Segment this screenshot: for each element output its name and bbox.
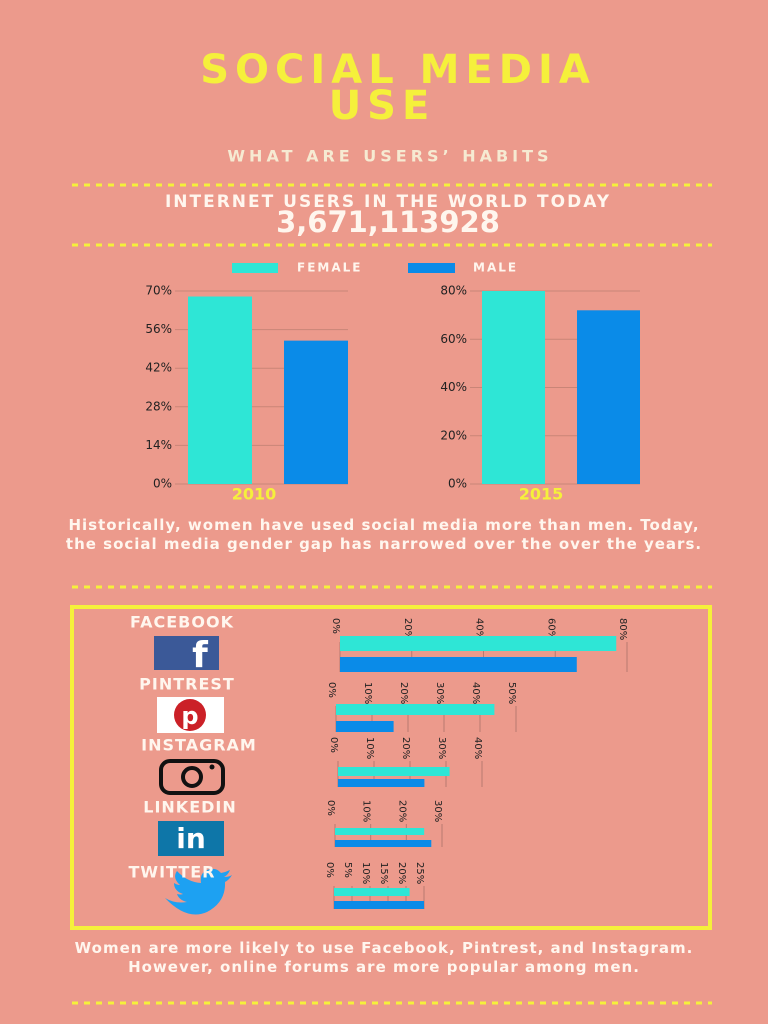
y-tick-label: 70% <box>145 284 172 298</box>
platform-label: FACEBOOK <box>130 613 234 632</box>
bar <box>335 840 432 847</box>
x-tick-label: 30% <box>436 737 447 759</box>
instagram-icon <box>159 759 225 795</box>
legend-swatch <box>408 263 455 273</box>
bar <box>334 901 424 909</box>
y-tick-label: 28% <box>145 399 172 413</box>
svg-text:f: f <box>192 635 208 676</box>
x-tick-label: 2010 <box>232 485 277 504</box>
x-tick-label: 60% <box>545 618 556 640</box>
legend-label: FEMALE <box>297 261 362 275</box>
x-tick-label: 10% <box>364 737 375 759</box>
title-line: SOCIAL MEDIA <box>200 47 596 93</box>
x-tick-label: 20% <box>400 737 411 759</box>
x-tick-label: 0% <box>324 862 335 878</box>
x-tick-label: 20% <box>398 682 409 704</box>
x-tick-label: 2015 <box>519 485 564 504</box>
x-tick-label: 0% <box>325 800 336 816</box>
linkedin-icon: in <box>158 821 224 856</box>
x-tick-label: 50% <box>506 682 517 704</box>
y-tick-label: 40% <box>440 380 467 394</box>
x-tick-label: 10% <box>361 800 372 822</box>
x-tick-label: 25% <box>414 862 425 884</box>
legend-swatch <box>232 263 278 273</box>
bar <box>188 296 252 484</box>
bar <box>336 704 495 715</box>
y-tick-label: 0% <box>448 477 467 491</box>
platform-label: TWITTER <box>129 863 216 882</box>
y-tick-label: 20% <box>440 428 467 442</box>
bar <box>284 340 348 484</box>
x-tick-label: 20% <box>396 800 407 822</box>
x-tick-label: 0% <box>328 737 339 753</box>
panel-frame <box>70 605 712 930</box>
bar <box>340 657 577 672</box>
x-tick-label: 10% <box>362 682 373 704</box>
y-tick-label: 80% <box>440 284 467 298</box>
svg-text:in: in <box>176 822 206 855</box>
paragraph: Historically, women have used social med… <box>65 516 703 553</box>
title-line: USE <box>329 83 436 129</box>
x-tick-label: 0% <box>330 618 341 634</box>
bar <box>340 636 617 651</box>
bar <box>335 828 425 835</box>
bar <box>334 888 410 896</box>
y-tick-label: 56% <box>145 322 172 336</box>
bar <box>336 721 394 732</box>
stat-label: INTERNET USERS IN THE WORLD TODAY <box>165 192 611 212</box>
platform-label: INSTAGRAM <box>141 736 257 755</box>
paragraph: Women are more likely to use Facebook, P… <box>74 939 694 976</box>
subtitle: WHAT ARE USERS’ HABITS <box>227 147 552 166</box>
x-tick-label: 80% <box>617 618 628 640</box>
bar <box>338 767 450 776</box>
svg-text:p: p <box>181 702 198 730</box>
stat-value: 3,671,113928 <box>276 205 500 239</box>
x-tick-label: 30% <box>434 682 445 704</box>
x-tick-label: 20% <box>396 862 407 884</box>
facebook-icon: f <box>154 635 219 676</box>
legend-label: MALE <box>473 261 518 275</box>
x-tick-label: 20% <box>402 618 413 640</box>
x-tick-label: 0% <box>326 682 337 698</box>
bar <box>482 291 545 484</box>
twitter-icon <box>165 868 232 915</box>
x-tick-label: 10% <box>360 862 371 884</box>
y-tick-label: 60% <box>440 332 467 346</box>
platform-label: LINKEDIN <box>143 798 237 817</box>
x-tick-label: 40% <box>470 682 481 704</box>
bar <box>577 310 640 484</box>
y-tick-label: 0% <box>153 477 172 491</box>
pinterest-icon: p <box>157 697 224 733</box>
platform-label: PINTREST <box>139 675 235 694</box>
x-tick-label: 30% <box>432 800 443 822</box>
x-tick-label: 5% <box>342 862 353 878</box>
bar <box>338 779 425 787</box>
y-tick-label: 42% <box>145 361 172 375</box>
y-tick-label: 14% <box>145 438 172 452</box>
x-tick-label: 40% <box>472 737 483 759</box>
x-tick-label: 40% <box>474 618 485 640</box>
x-tick-label: 15% <box>378 862 389 884</box>
